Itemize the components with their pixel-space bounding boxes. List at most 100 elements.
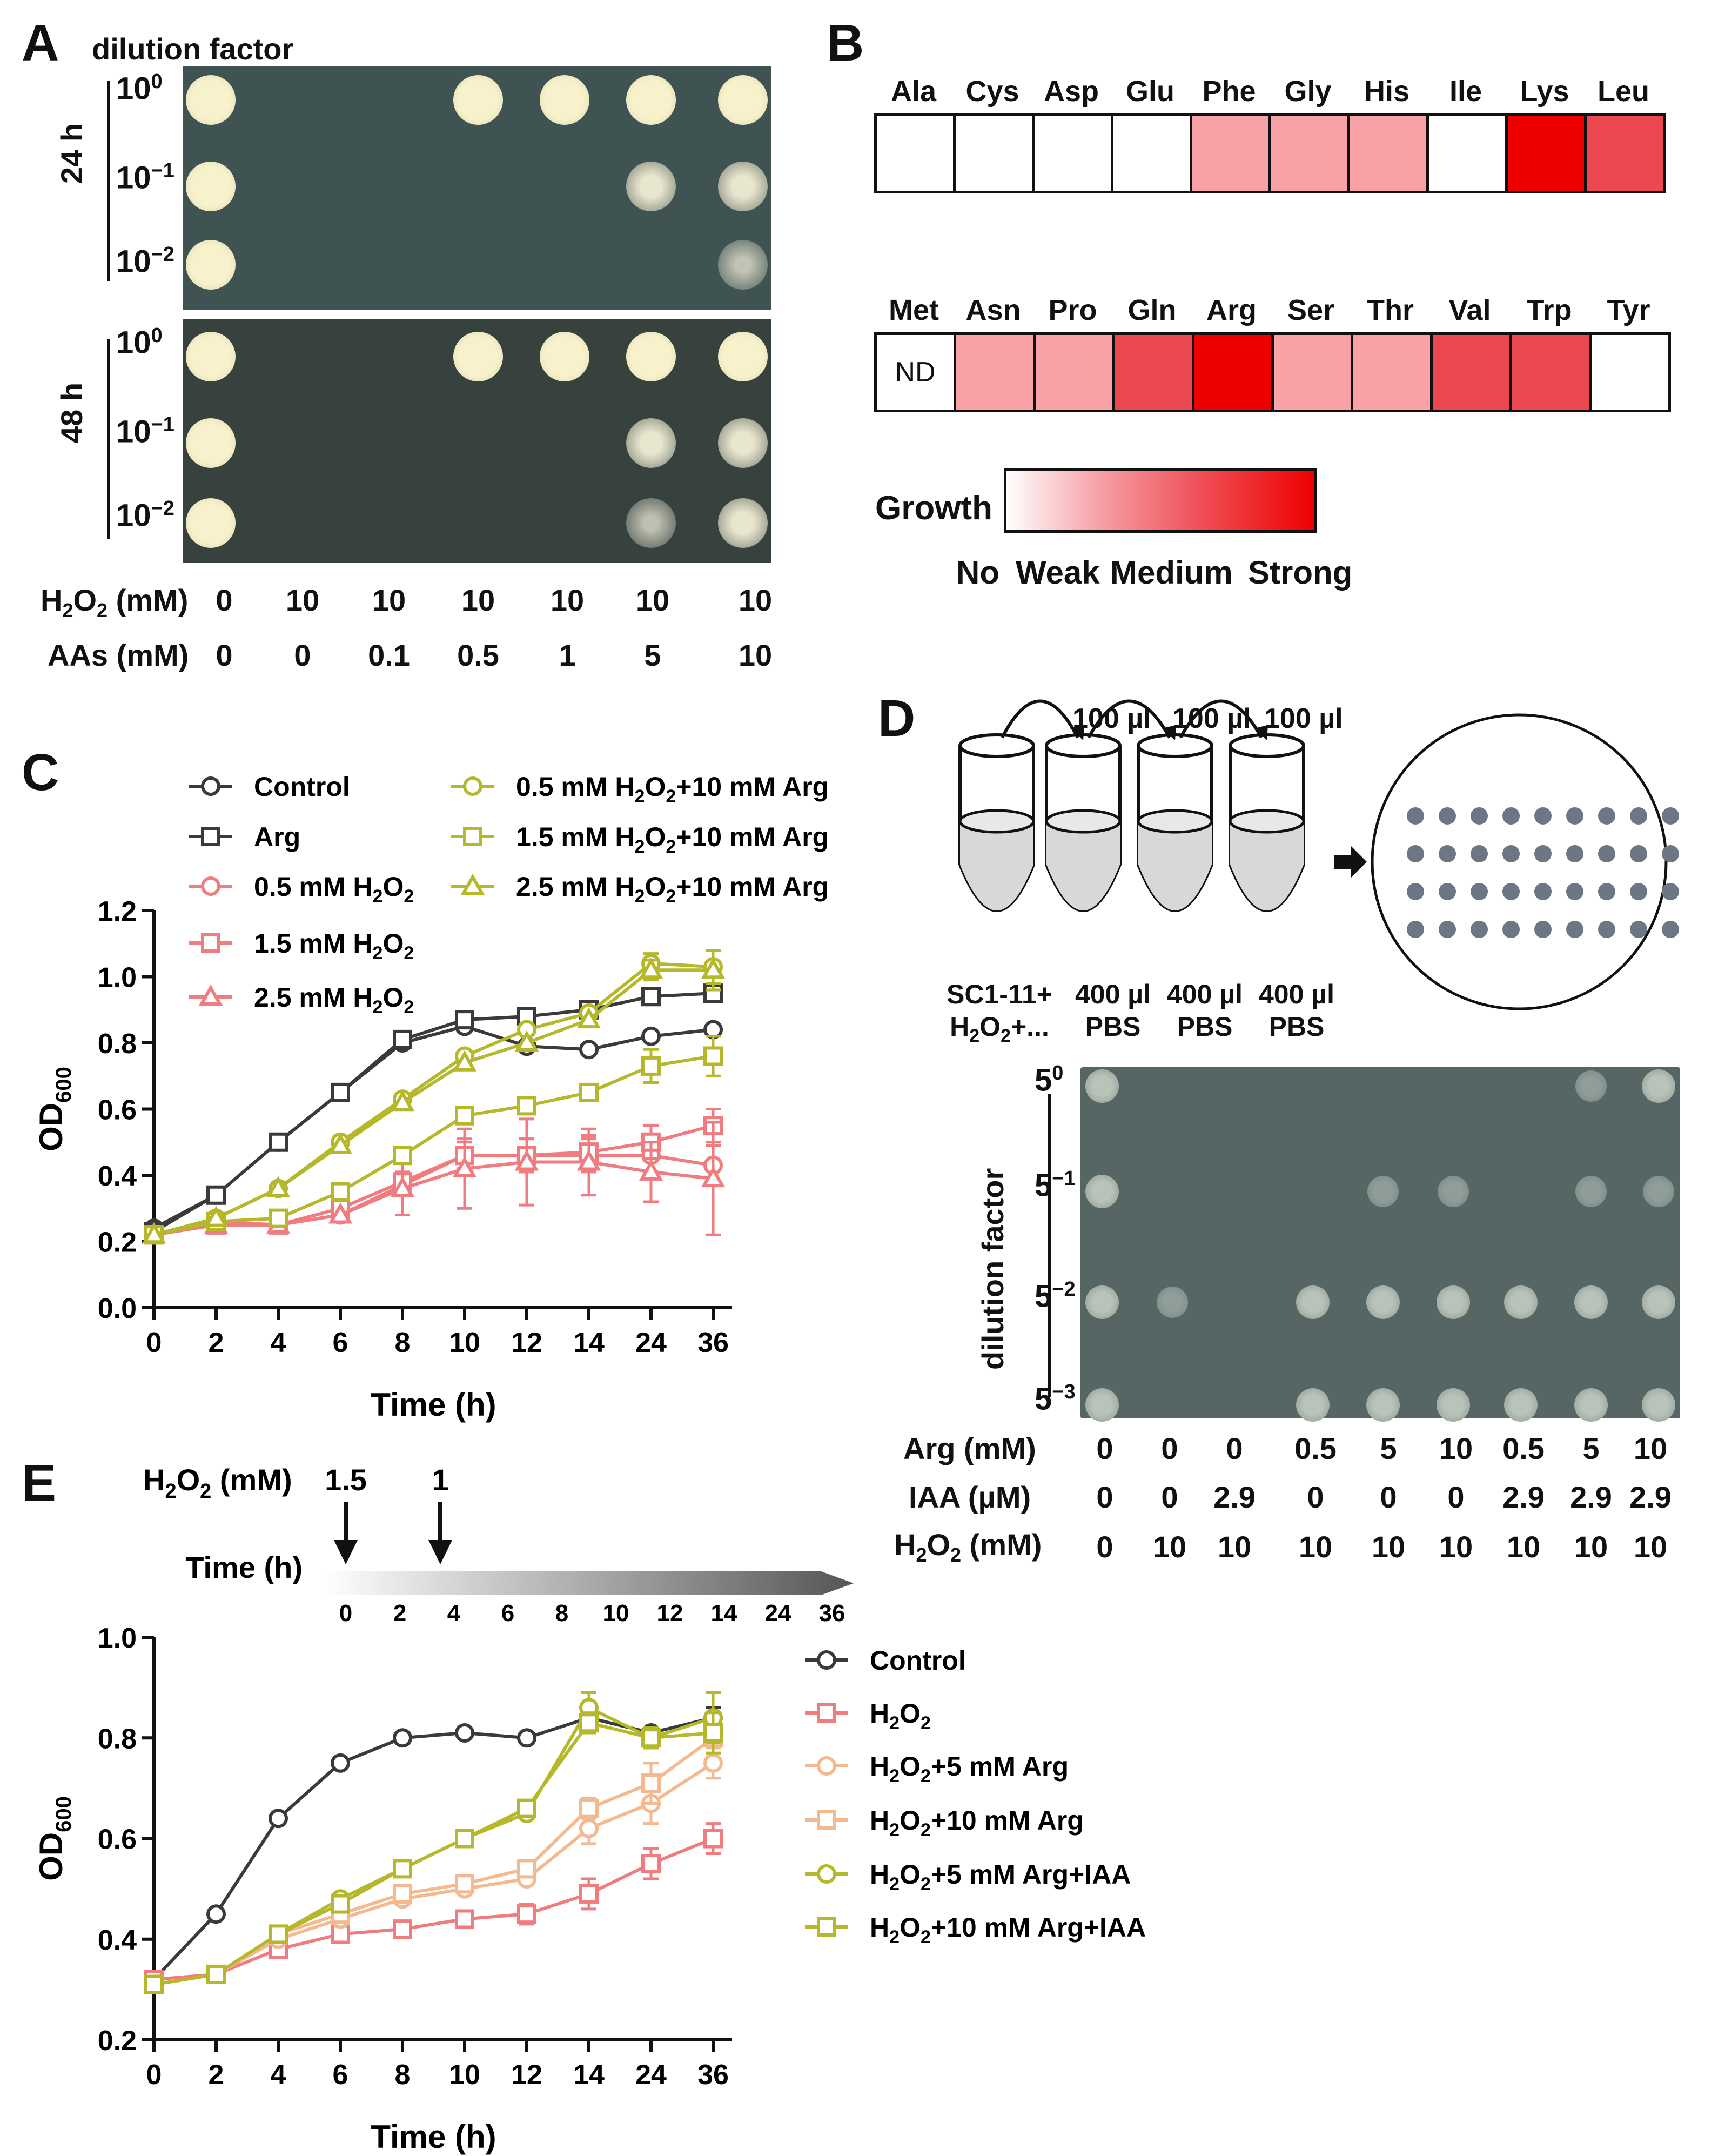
legend-text: 2.5 mM H: [254, 982, 373, 1013]
x-tick-label: 36: [697, 2059, 729, 2091]
data-point: [455, 1010, 474, 1030]
data-point: [390, 1176, 415, 1197]
colony-spot: [1296, 1285, 1330, 1319]
data-point: [579, 1713, 599, 1733]
legend-text: 1.5 mM H: [254, 928, 373, 959]
colony-spot: [186, 498, 236, 548]
spot-dot-icon: [1598, 883, 1615, 900]
dilution-base: 5: [1035, 1278, 1052, 1314]
y-axis-title-main: OD: [33, 1832, 69, 1881]
data-point: [576, 1007, 601, 1029]
spot-dot-icon: [1534, 921, 1552, 938]
legend-marker: [201, 933, 220, 953]
legend-text: +10 mM Arg: [676, 772, 829, 802]
colony-spot: [1085, 1069, 1119, 1103]
dilution-label: 10−2: [116, 243, 174, 279]
panel-e-label: E: [22, 1454, 57, 1512]
dilution-exponent: −1: [151, 413, 174, 436]
colony-spot: [718, 162, 768, 211]
legend-text: Control: [870, 1645, 966, 1676]
legend-level-no: No: [956, 554, 999, 591]
legend-sub: 2: [404, 997, 414, 1017]
time-bar-tick: 8: [555, 1600, 568, 1626]
colony-spot: [1157, 1287, 1188, 1318]
dilution-base: 5: [1035, 1062, 1052, 1098]
x-tick-label: 14: [573, 2059, 605, 2091]
tube-label-part: H: [950, 1012, 970, 1042]
data-point: [517, 1728, 536, 1748]
amino-acid-label: Tyr: [1607, 294, 1650, 326]
heatmap-cell: [1351, 332, 1433, 412]
x-tick-label: 10: [449, 1327, 480, 1358]
sub: 2: [165, 1480, 176, 1503]
heatmap-cell: [1192, 332, 1274, 412]
time-bar-tick: 2: [393, 1600, 406, 1626]
heatmap-cell: [1509, 332, 1592, 412]
dilution-base: 10: [116, 244, 151, 279]
colony-spot: [540, 332, 589, 381]
h2o2-value: 10: [550, 583, 585, 617]
tube-label-line: H2O2+...: [929, 1010, 1070, 1052]
dilution-base: 10: [116, 160, 151, 196]
data-point: [579, 1884, 599, 1904]
right-arrow-icon: [1334, 846, 1367, 878]
data-point: [331, 1182, 350, 1202]
heatmap-cell: [1426, 113, 1508, 193]
colony-spot: [1575, 1070, 1607, 1102]
h2o2-dose-label: H2O2 (mM): [143, 1463, 292, 1503]
heatmap-cell: [1111, 113, 1192, 193]
colony-spot: [186, 240, 236, 290]
h2o2-value: 10: [461, 583, 495, 617]
colony-spot: [1642, 1388, 1675, 1422]
spot-dot-icon: [1662, 807, 1679, 825]
x-tick-label: 36: [697, 1327, 729, 1358]
data-point: [393, 1919, 412, 1939]
tube-label: 400 µl PBS: [1135, 978, 1275, 1043]
y-tick-label: 0.4: [98, 1161, 137, 1192]
colony-spot: [1367, 1176, 1399, 1207]
iaa-value: 2.9: [1570, 1480, 1612, 1514]
iaa-value: 2.9: [1629, 1480, 1672, 1514]
aas-value: 5: [644, 638, 661, 672]
tube-surface: [958, 809, 1035, 834]
data-point: [641, 987, 661, 1007]
legend-text: 0.5 mM H: [254, 872, 373, 902]
heatmap-cell: [953, 113, 1035, 193]
h2o2-value: 10: [635, 583, 670, 617]
legend-text: Arg: [254, 822, 300, 852]
y-tick-label: 0.6: [98, 1824, 137, 1856]
arg-value: 0: [1161, 1431, 1178, 1465]
legend-text: O: [382, 928, 404, 959]
tube-surface: [1045, 809, 1122, 834]
legend-text: O: [900, 1859, 921, 1890]
colony-spot: [1504, 1285, 1538, 1319]
legend-text: O: [900, 1698, 921, 1729]
colony-spot: [1085, 1175, 1119, 1208]
spot-dot-icon: [1630, 921, 1647, 938]
x-tick-label: 24: [635, 1327, 667, 1358]
spot-dot-icon: [1502, 845, 1520, 862]
colony-spot: [626, 418, 676, 468]
dilution-base: 10: [116, 325, 151, 360]
heatmap-cell: [1430, 332, 1512, 412]
data-point: [517, 1096, 536, 1116]
x-tick-label: 12: [511, 2059, 542, 2091]
amino-acid-label: Gly: [1284, 75, 1332, 108]
colony-spot: [1643, 1176, 1674, 1207]
legend-sub: 2: [921, 1766, 931, 1786]
data-point: [701, 1166, 726, 1188]
data-point: [517, 1859, 536, 1879]
colony-spot: [718, 498, 768, 548]
colony-spot: [186, 162, 236, 211]
spot-dot-icon: [1534, 845, 1552, 862]
x-tick-label: 4: [271, 1327, 286, 1358]
arg-value: 0.5: [1294, 1431, 1337, 1465]
legend-marker: [460, 873, 485, 895]
legend-text: H: [870, 1912, 889, 1943]
data-point: [452, 1156, 477, 1177]
colony-spot: [453, 75, 503, 125]
data-point: [455, 1106, 474, 1126]
arg-value: 0: [1096, 1431, 1113, 1465]
amino-acid-label: Trp: [1526, 294, 1572, 326]
series-line: [153, 1736, 714, 1986]
